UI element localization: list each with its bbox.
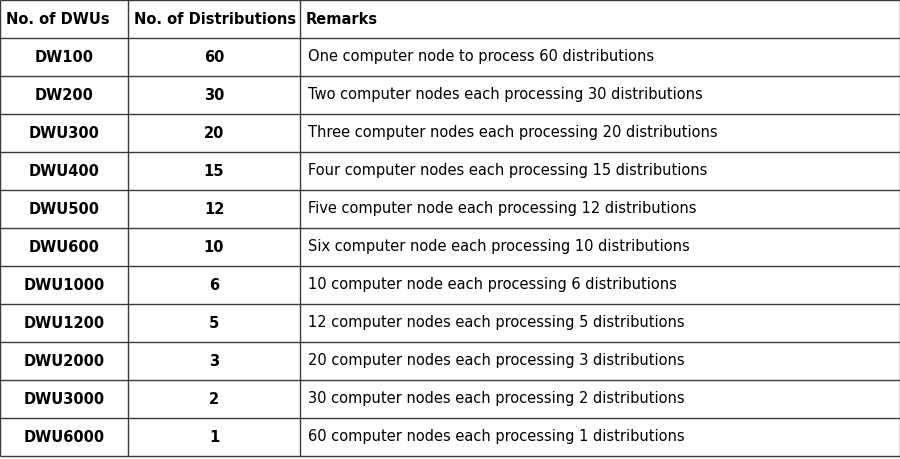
Text: 1: 1 (209, 430, 219, 444)
Text: DWU600: DWU600 (29, 240, 99, 254)
Text: 10 computer node each processing 6 distributions: 10 computer node each processing 6 distr… (308, 278, 677, 292)
Text: DW100: DW100 (34, 50, 94, 65)
Bar (300, 304, 900, 342)
Bar (300, 0, 900, 38)
Text: Six computer node each processing 10 distributions: Six computer node each processing 10 dis… (308, 240, 689, 254)
Bar (0, 266, 128, 304)
Text: DWU6000: DWU6000 (23, 430, 104, 444)
Bar (0, 152, 128, 190)
Bar (0, 190, 128, 228)
Bar (128, 304, 300, 342)
Text: 6: 6 (209, 278, 219, 292)
Bar (300, 114, 900, 152)
Text: No. of Distributions: No. of Distributions (134, 11, 296, 27)
Text: 5: 5 (209, 315, 219, 330)
Text: One computer node to process 60 distributions: One computer node to process 60 distribu… (308, 50, 654, 65)
Bar (300, 190, 900, 228)
Text: DWU3000: DWU3000 (23, 392, 104, 407)
Text: DWU300: DWU300 (29, 125, 99, 140)
Bar (128, 380, 300, 418)
Text: 10: 10 (203, 240, 224, 254)
Text: 60: 60 (203, 50, 224, 65)
Bar (128, 228, 300, 266)
Text: 15: 15 (203, 163, 224, 179)
Bar (300, 228, 900, 266)
Text: 30 computer nodes each processing 2 distributions: 30 computer nodes each processing 2 dist… (308, 392, 685, 407)
Text: 30: 30 (203, 88, 224, 102)
Bar (0, 342, 128, 380)
Text: DWU2000: DWU2000 (23, 353, 104, 369)
Bar (300, 38, 900, 76)
Text: 20 computer nodes each processing 3 distributions: 20 computer nodes each processing 3 dist… (308, 353, 685, 369)
Bar (300, 380, 900, 418)
Text: Remarks: Remarks (306, 11, 378, 27)
Bar (128, 152, 300, 190)
Bar (0, 304, 128, 342)
Bar (300, 342, 900, 380)
Text: Five computer node each processing 12 distributions: Five computer node each processing 12 di… (308, 202, 697, 217)
Text: 20: 20 (203, 125, 224, 140)
Text: 12 computer nodes each processing 5 distributions: 12 computer nodes each processing 5 dist… (308, 315, 685, 330)
Bar (300, 418, 900, 456)
Bar (128, 342, 300, 380)
Bar (300, 152, 900, 190)
Text: No. of DWUs: No. of DWUs (6, 11, 110, 27)
Bar (128, 76, 300, 114)
Bar (128, 266, 300, 304)
Bar (128, 38, 300, 76)
Bar (0, 380, 128, 418)
Bar (0, 114, 128, 152)
Text: 3: 3 (209, 353, 219, 369)
Bar (300, 266, 900, 304)
Bar (0, 38, 128, 76)
Text: Three computer nodes each processing 20 distributions: Three computer nodes each processing 20 … (308, 125, 717, 140)
Text: 12: 12 (203, 202, 224, 217)
Text: DW200: DW200 (34, 88, 94, 102)
Bar (0, 228, 128, 266)
Bar (300, 76, 900, 114)
Text: DWU500: DWU500 (29, 202, 100, 217)
Bar (0, 0, 128, 38)
Text: 60 computer nodes each processing 1 distributions: 60 computer nodes each processing 1 dist… (308, 430, 685, 444)
Bar (128, 418, 300, 456)
Text: 2: 2 (209, 392, 219, 407)
Bar (128, 0, 300, 38)
Text: DWU1200: DWU1200 (23, 315, 104, 330)
Text: Two computer nodes each processing 30 distributions: Two computer nodes each processing 30 di… (308, 88, 703, 102)
Bar (0, 418, 128, 456)
Bar (0, 76, 128, 114)
Bar (128, 114, 300, 152)
Text: Four computer nodes each processing 15 distributions: Four computer nodes each processing 15 d… (308, 163, 707, 179)
Text: DWU400: DWU400 (29, 163, 99, 179)
Text: DWU1000: DWU1000 (23, 278, 104, 292)
Bar (128, 190, 300, 228)
